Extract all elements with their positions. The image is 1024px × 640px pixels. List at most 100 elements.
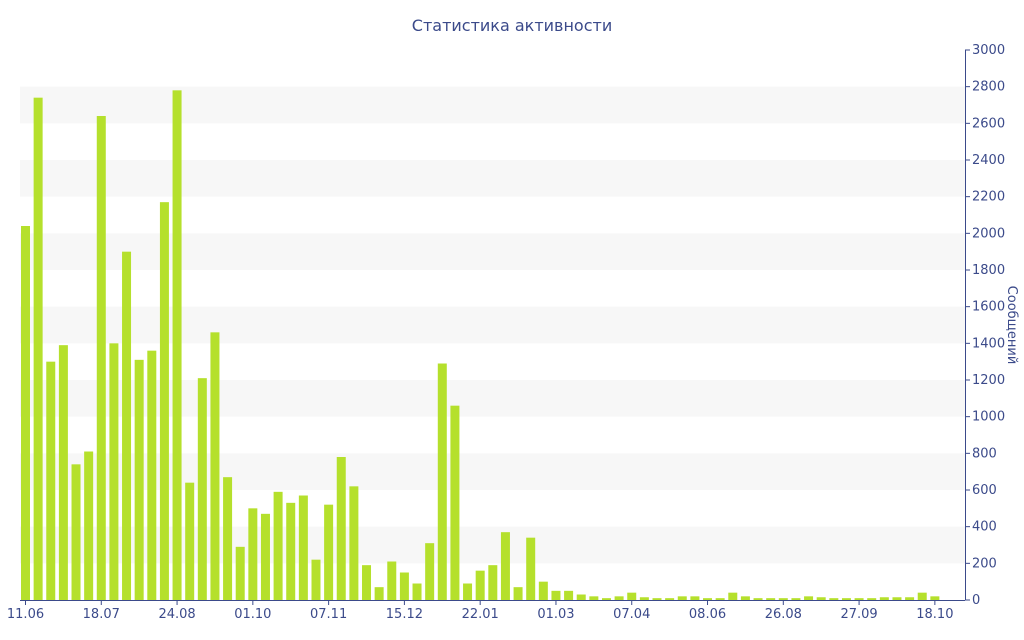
y-axis-label: Сообщений xyxy=(1004,286,1019,365)
bar xyxy=(526,537,536,600)
bar xyxy=(349,486,359,600)
bar xyxy=(753,598,763,600)
bar xyxy=(197,378,207,600)
y-tick-label: 2200 xyxy=(972,190,1005,205)
y-tick-label: 400 xyxy=(972,520,997,535)
bar xyxy=(58,345,68,600)
bar xyxy=(260,513,270,600)
y-tick-label: 1600 xyxy=(972,300,1005,315)
bar xyxy=(399,572,409,600)
x-tick-label: 07.04 xyxy=(613,607,650,622)
bar xyxy=(892,597,902,600)
bar xyxy=(905,597,915,600)
y-tick-label: 1200 xyxy=(972,373,1005,388)
bar xyxy=(450,405,460,600)
bar xyxy=(425,543,435,600)
y-tick-label: 1000 xyxy=(972,410,1005,425)
x-tick-label: 15.12 xyxy=(386,607,423,622)
x-tick-label: 22.01 xyxy=(462,607,499,622)
bar xyxy=(677,596,687,600)
bar xyxy=(159,202,169,600)
y-tick-label: 200 xyxy=(972,556,997,571)
bar xyxy=(564,590,574,600)
bar xyxy=(311,559,321,600)
bar xyxy=(298,495,308,600)
bar xyxy=(690,596,700,600)
bar xyxy=(627,592,637,600)
bar xyxy=(122,251,132,600)
chart-title: Статистика активности xyxy=(412,16,612,35)
bar xyxy=(778,598,788,600)
bar xyxy=(917,592,927,600)
bar xyxy=(463,583,473,600)
bar xyxy=(46,361,56,600)
y-tick-label: 2400 xyxy=(972,153,1005,168)
bar xyxy=(437,363,447,600)
bar xyxy=(21,226,30,600)
x-tick-label: 01.03 xyxy=(537,607,574,622)
grid-band xyxy=(20,86,965,124)
grid-band xyxy=(20,160,965,197)
x-tick-label: 18.10 xyxy=(916,607,953,622)
bar xyxy=(273,491,283,600)
x-tick-label: 08.06 xyxy=(689,607,726,622)
bar xyxy=(538,581,548,600)
bar xyxy=(930,596,940,600)
bar xyxy=(134,359,144,600)
bar xyxy=(475,570,485,600)
bar xyxy=(223,477,233,600)
y-tick-label: 2000 xyxy=(972,226,1005,241)
x-tick-label: 07.11 xyxy=(310,607,347,622)
bar xyxy=(71,464,81,600)
bar xyxy=(551,590,561,600)
bar xyxy=(336,457,346,600)
bars xyxy=(21,90,940,601)
bar xyxy=(879,597,889,600)
bar xyxy=(589,596,599,600)
y-tick-label: 0 xyxy=(972,593,980,608)
bar xyxy=(84,451,94,600)
bar xyxy=(362,565,372,600)
bar xyxy=(513,587,523,600)
x-tick-label: 18.07 xyxy=(83,607,120,622)
bar xyxy=(841,598,851,600)
x-tick-label: 27.09 xyxy=(840,607,877,622)
bar xyxy=(728,592,738,600)
bar xyxy=(791,598,801,600)
y-tick-label: 800 xyxy=(972,446,997,461)
bar xyxy=(109,343,119,600)
bar xyxy=(286,502,296,600)
bar xyxy=(867,598,877,600)
bar xyxy=(172,90,182,600)
y-tick-label: 3000 xyxy=(972,43,1005,58)
bar xyxy=(324,504,334,600)
x-tick-label: 26.08 xyxy=(765,607,802,622)
bar xyxy=(715,598,725,600)
y-tick-label: 1800 xyxy=(972,263,1005,278)
bar xyxy=(816,597,826,600)
bar xyxy=(387,561,397,600)
y-tick-label: 2800 xyxy=(972,80,1005,95)
bar xyxy=(601,598,611,600)
bar xyxy=(804,596,814,600)
bar xyxy=(147,350,157,600)
bar xyxy=(829,598,839,600)
bar xyxy=(96,116,106,600)
bar xyxy=(374,587,384,600)
bar xyxy=(576,594,586,600)
bar xyxy=(766,598,776,600)
bar xyxy=(248,508,258,600)
bar xyxy=(500,532,510,600)
bar xyxy=(703,598,713,600)
bar xyxy=(665,598,675,600)
bar xyxy=(210,332,220,600)
y-tick-label: 1400 xyxy=(972,336,1005,351)
bar xyxy=(614,596,624,600)
bar xyxy=(639,597,649,600)
bar xyxy=(185,482,195,600)
x-tick-label: 01.10 xyxy=(234,607,271,622)
x-ticks: 11.06 18.07 24.08 01.10 07.11 15.12 22.01 01.03… xyxy=(7,600,953,622)
bar xyxy=(33,97,43,601)
y-tick-label: 600 xyxy=(972,483,997,498)
